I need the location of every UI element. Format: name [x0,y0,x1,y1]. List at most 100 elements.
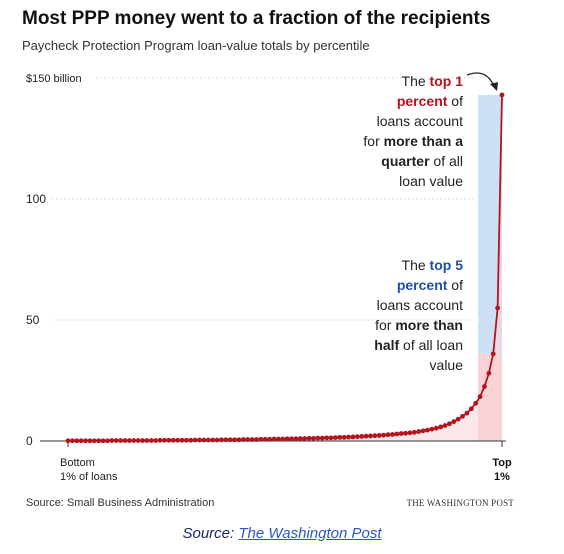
annotation-line: loans account [377,297,464,313]
data-point [74,438,80,444]
data-point [69,438,75,444]
data-point [232,437,237,443]
data-point [333,435,338,441]
data-point [442,423,448,428]
data-point [258,436,264,442]
annotation-line: percent of [397,277,463,293]
annotation-top-1-percent: The top 1 percent of loans account for more… [363,73,463,189]
data-point [368,433,373,439]
data-point [346,434,351,440]
data-point [192,437,198,443]
data-point [214,437,220,443]
data-point [477,394,483,400]
data-point [495,305,501,311]
data-point [363,433,369,439]
y-tick-label: 100 [26,192,46,206]
data-point [385,432,391,438]
x-axis-labels: Bottom 1% of loans Top 1% [60,441,512,483]
data-point [131,438,137,443]
data-point [280,436,286,442]
y-tick-label: 50 [26,313,40,327]
data-point [446,421,452,427]
data-point [337,434,343,440]
data-point [381,432,387,438]
chart-subtitle: Paycheck Protection Program loan-value t… [22,38,370,53]
publisher-credit: THE WASHINGTON POST [407,498,515,508]
data-point [289,436,294,442]
annotation-arrow-head [490,82,498,91]
data-point [254,437,259,442]
data-point [105,438,110,444]
y-tick-label: $150 billion [26,73,82,85]
data-point [398,431,404,436]
x-end-label: 1% [494,471,510,483]
data-point [394,431,400,437]
x-end-label: Top [492,457,512,469]
data-point [403,430,408,436]
data-point [219,437,224,443]
data-point [197,437,202,443]
data-point [341,434,347,440]
x-start-label: 1% of loans [60,471,118,483]
data-point [490,351,496,357]
data-point [486,370,492,376]
data-point [166,437,172,443]
data-point [83,438,88,444]
chart-title: Most PPP money went to a fraction of the… [22,8,490,29]
data-point [425,427,430,433]
annotation-line: for more than [375,317,463,333]
data-point [420,428,426,434]
data-point [328,435,334,441]
data-point [302,436,308,441]
data-point [157,437,163,443]
data-point [482,384,487,389]
annotation-line: loans account [377,113,464,129]
data-point [100,438,106,444]
data-point [284,436,290,442]
data-point [468,406,474,412]
data-point [183,437,189,443]
data-point [293,436,299,442]
data-point [311,435,316,441]
data-point [429,426,435,432]
image-caption: Source: The Washington Post [0,525,564,542]
data-point [354,434,360,440]
data-point [315,435,321,441]
annotation-line: percent of [397,93,463,109]
data-point [140,438,145,443]
y-axis: $150 billion 100 50 0 [26,73,475,448]
data-point [227,437,233,443]
caption-link[interactable]: The Washington Post [238,525,382,542]
data-point [175,437,181,443]
data-point [65,438,71,444]
data-point [188,437,194,443]
data-point [438,424,444,430]
annotation-line: for more than a [363,133,463,149]
annotation-arrow [466,72,495,87]
data-point [416,429,422,434]
data-point [122,438,128,443]
data-point [126,438,132,443]
data-point [271,436,277,442]
data-point [390,432,395,437]
source-note: Source: Small Business Administration [26,497,214,509]
x-start-label: Bottom [60,457,95,469]
data-point [91,438,97,444]
data-point [460,413,465,419]
data-point [276,436,281,442]
annotation-line: The top 5 [402,257,464,273]
data-point [262,436,268,442]
data-point [113,438,119,443]
data-point [451,419,457,425]
data-point [464,410,470,416]
caption-prefix: Source: [182,525,239,542]
data-point [319,435,325,441]
data-point [87,438,93,444]
annotation-line: half of all loan [374,337,463,353]
series-points [65,92,505,444]
data-point [455,416,461,422]
data-point [148,438,154,443]
annotation-line: The top 1 [402,73,464,89]
data-point [179,437,185,443]
